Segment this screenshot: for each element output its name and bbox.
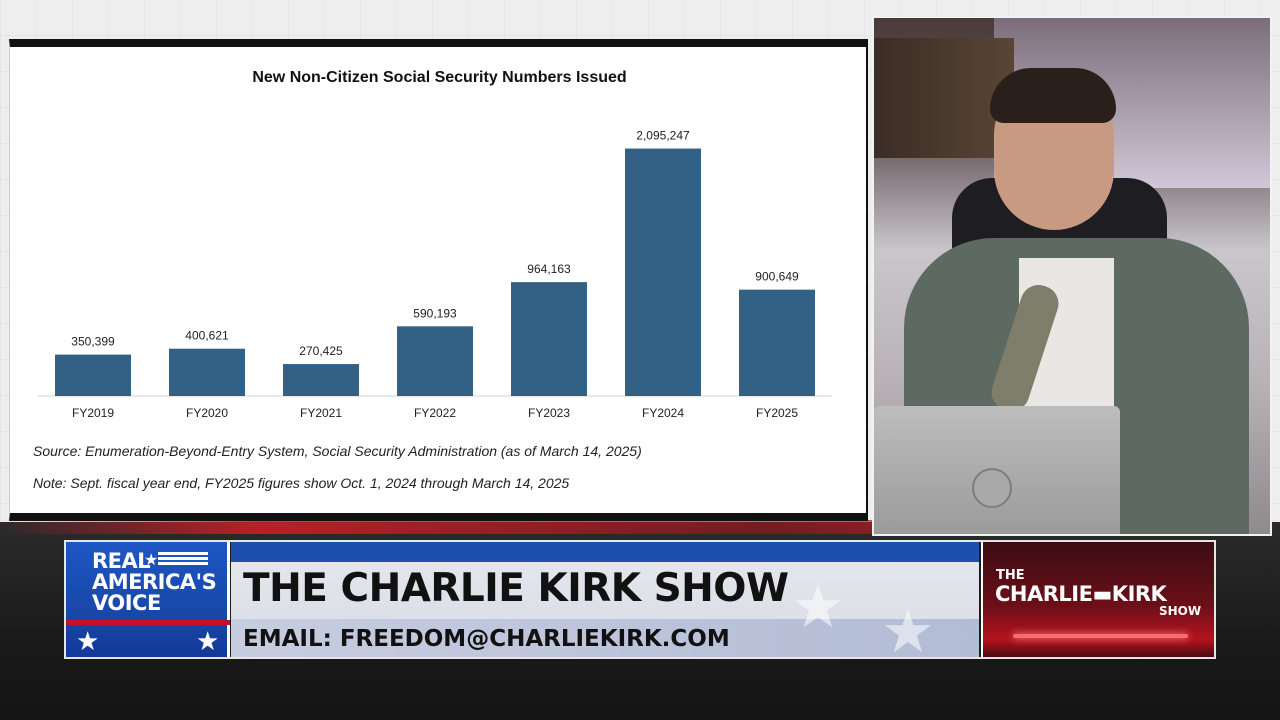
show-logo-show: SHOW [1159, 604, 1202, 618]
host-hair [990, 68, 1116, 123]
x-tick-label: FY2022 [414, 406, 456, 420]
chart-title: New Non-Citizen Social Security Numbers … [252, 69, 627, 86]
show-logo: THE CHARLIE▬KIRK SHOW [981, 542, 1214, 657]
bar-fy2019 [55, 354, 131, 396]
lower-third: REAL AMERICA'S VOICE ★ ★ ★ ★ ★ THE CHARL… [64, 540, 1216, 665]
decorative-star-icon: ★ [881, 598, 935, 665]
data-label: 964,163 [527, 262, 571, 276]
network-logo: REAL AMERICA'S VOICE ★ ★ ★ [66, 542, 230, 657]
network-logo-text: REAL AMERICA'S VOICE [92, 549, 217, 615]
bar-chart: 350,399 FY2019 400,621 FY2020 270,425 FY2021 5… [38, 129, 832, 420]
x-tick-label: FY2019 [72, 406, 114, 420]
laptop [874, 406, 1120, 534]
star-icon-left: ★ [76, 626, 100, 656]
data-label: 400,621 [185, 329, 229, 343]
bar-fy2023 [511, 282, 587, 396]
show-logo-glow [1013, 634, 1188, 638]
bar-fy2024 [625, 148, 701, 396]
network-line-3: VOICE [92, 591, 161, 615]
email-strip [231, 619, 979, 657]
x-tick-label: FY2023 [528, 406, 570, 420]
x-tick-label: FY2021 [300, 406, 342, 420]
network-line-2: AMERICA'S [92, 570, 217, 594]
data-label: 270,425 [299, 344, 343, 358]
x-tick-label: FY2020 [186, 406, 228, 420]
data-label: 350,399 [71, 335, 115, 349]
flag-stripes-icon [158, 552, 208, 566]
show-email: EMAIL: FREEDOM@CHARLIEKIRK.COM [243, 626, 730, 652]
data-label: 590,193 [413, 306, 457, 320]
banner-top-strip [231, 542, 979, 562]
bar-fy2020 [169, 348, 245, 396]
host-video [872, 16, 1272, 536]
flag-star-icon: ★ [144, 552, 159, 569]
laptop-logo-icon [972, 468, 1012, 508]
bar-fy2025 [739, 289, 815, 396]
show-logo-the: THE [996, 568, 1025, 583]
show-banner: ★ ★ THE CHARLIE KIRK SHOW EMAIL: FREEDOM… [231, 542, 979, 665]
chart-panel: New Non-Citizen Social Security Numbers … [9, 39, 868, 521]
data-label: 2,095,247 [636, 129, 690, 143]
bar-fy2021 [283, 364, 359, 396]
network-line-1: REAL [92, 549, 151, 573]
x-tick-label: FY2025 [756, 406, 798, 420]
star-icon-right: ★ [196, 626, 220, 656]
decorative-star-icon: ★ [791, 573, 845, 640]
show-logo-name: CHARLIE▬KIRK [995, 582, 1167, 606]
bar-fy2022 [397, 326, 473, 396]
show-title: THE CHARLIE KIRK SHOW [243, 566, 789, 611]
data-label: 900,649 [755, 270, 799, 284]
chart-note: Note: Sept. fiscal year end, FY2025 figu… [33, 475, 570, 491]
x-tick-label: FY2024 [642, 406, 684, 420]
chart-source: Source: Enumeration-Beyond-Entry System,… [33, 443, 642, 459]
network-red-stripe [66, 620, 230, 625]
